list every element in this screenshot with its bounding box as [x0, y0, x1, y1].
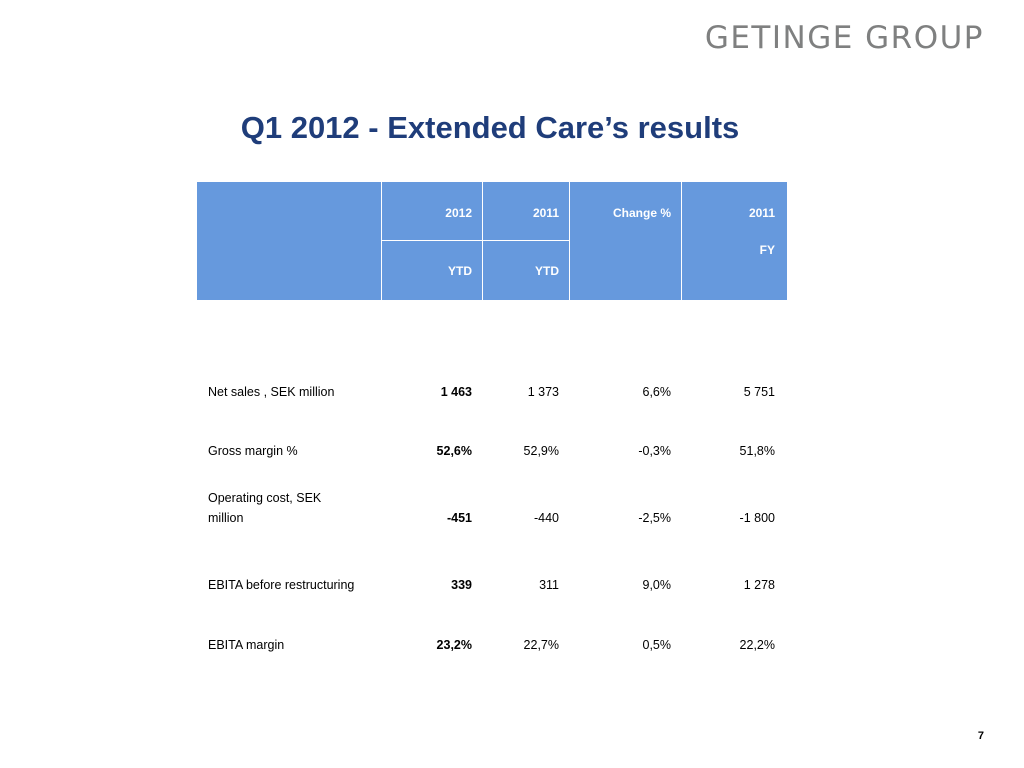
cell-2012-ytd: 23,2% [436, 638, 472, 652]
cell-2011-fy: -1 800 [739, 511, 775, 525]
header-fy: FY [759, 243, 775, 257]
header-divider [681, 182, 682, 300]
header-2012: 2012 [445, 206, 472, 220]
row-label: Net sales , SEK million [208, 385, 335, 399]
row-label: Gross margin % [208, 444, 298, 458]
header-2011: 2011 [532, 206, 559, 220]
page-number: 7 [977, 730, 984, 742]
header-divider [482, 182, 483, 300]
header-divider [381, 182, 382, 300]
header-2012-ytd: YTD [448, 264, 472, 278]
header-divider [569, 182, 570, 300]
cell-2012-ytd: 339 [451, 578, 472, 592]
header-2011-fy: 2011 [748, 206, 775, 220]
cell-2011-ytd: 311 [539, 578, 559, 592]
row-label: EBITA margin [208, 638, 285, 652]
table-row-ebita-margin: EBITA margin 23,2% 22,7% 0,5% 22,2% [197, 635, 787, 655]
header-2011-ytd: YTD [535, 264, 559, 278]
cell-2011-fy: 5 751 [743, 385, 775, 399]
cell-2011-fy: 22,2% [739, 638, 775, 652]
slide-title: Q1 2012 - Extended Care’s results [240, 110, 740, 145]
cell-2012-ytd: -451 [446, 511, 472, 525]
cell-2011-fy: 1 278 [743, 578, 775, 592]
table-header: 2012 YTD 2011 YTD Change % 2011 FY [197, 182, 787, 300]
cell-change: 6,6% [642, 385, 672, 399]
cell-2011-ytd: -440 [533, 511, 559, 525]
table-row-ebita-before-restructuring: EBITA before restructuring 339 311 9,0% … [197, 555, 787, 595]
cell-change: 0,5% [642, 638, 672, 652]
table-row-operating-cost: Operating cost, SEK million -451 -440 -2… [197, 488, 787, 528]
cell-2012-ytd: 52,6% [436, 444, 472, 458]
table-row-net-sales: Net sales , SEK million 1 463 1 373 6,6%… [197, 382, 787, 402]
cell-change: 9,0% [642, 578, 672, 592]
cell-2011-ytd: 22,7% [523, 638, 559, 652]
header-divider-horizontal [381, 240, 570, 241]
cell-change: -0,3% [638, 444, 671, 458]
cell-2011-ytd: 1 373 [527, 385, 559, 399]
cell-2011-ytd: 52,9% [523, 444, 559, 458]
cell-2012-ytd: 1 463 [440, 385, 472, 399]
row-label: Operating cost, SEK million [208, 491, 322, 525]
header-change: Change % [612, 206, 671, 220]
cell-change: -2,5% [638, 511, 671, 525]
table-row-gross-margin: Gross margin % 52,6% 52,9% -0,3% 51,8% [197, 441, 787, 461]
row-label: EBITA before restructuring [208, 578, 355, 592]
results-table: 2012 YTD 2011 YTD Change % 2011 FY Net s… [197, 182, 787, 652]
cell-2011-fy: 51,8% [739, 444, 775, 458]
company-logo: GETINGE GROUP [704, 20, 984, 56]
